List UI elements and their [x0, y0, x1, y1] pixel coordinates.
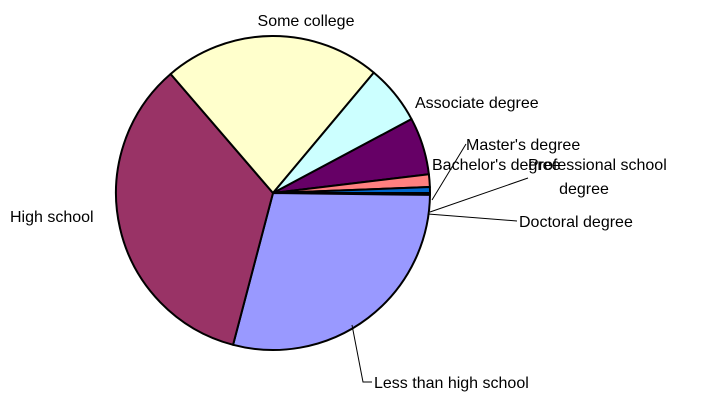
leader-line-master-s-degree: [431, 143, 467, 201]
label-professional-school-degree-line-1: Professional school: [528, 157, 667, 174]
label-professional-school-degree-line-2: degree: [559, 181, 609, 198]
leader-line-professional-school-degree: [429, 177, 529, 213]
pie-slice-less-than-high-school: [232, 192, 431, 351]
label-high-school: High school: [10, 209, 94, 226]
label-associate-degree: Associate degree: [415, 95, 539, 112]
label-less-than-high-school: Less than high school: [374, 375, 529, 392]
label-doctoral-degree: Doctoral degree: [519, 214, 633, 231]
label-master-s-degree: Master's degree: [466, 137, 580, 154]
leader-lines: [351, 143, 529, 383]
pie-slice-associate-degree: [272, 71, 413, 194]
label-bachelor-s-degree: Bachelor's degree: [432, 157, 561, 174]
pie-slice-high-school: [115, 72, 274, 346]
pie-slice-some-college: [169, 35, 375, 194]
leader-line-less-than-high-school: [351, 324, 372, 383]
leader-line-doctoral-degree: [427, 213, 518, 222]
pie-slices: [115, 35, 432, 351]
label-some-college: Some college: [258, 13, 355, 30]
